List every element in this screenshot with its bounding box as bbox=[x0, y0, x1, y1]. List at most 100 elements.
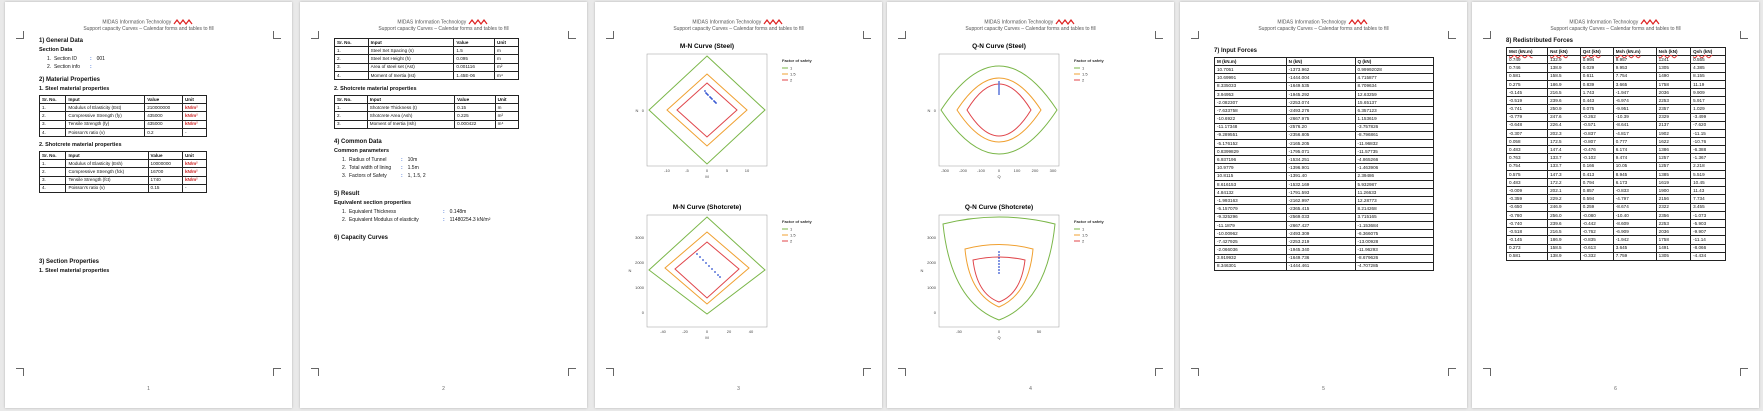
page-1: MIDAS Information Technology Support cap… bbox=[5, 2, 292, 408]
table-cell: 0.483 bbox=[1505, 177, 1549, 188]
table-row: 0.749 132.9 0.994 9.957 1241 0.555 bbox=[1505, 55, 1726, 65]
table-cell: 3.455 bbox=[1690, 202, 1726, 212]
table-cell: 2036 bbox=[1655, 87, 1692, 98]
table-cell: 10.9779 bbox=[1214, 163, 1287, 173]
svg-text:Factor of safety: Factor of safety bbox=[1074, 58, 1105, 63]
svg-text:1.5: 1.5 bbox=[790, 233, 796, 238]
table-cell: -0.650 bbox=[1505, 202, 1549, 212]
table-row: -0.359 229.2 0.594 -4.797 2156 7.734 bbox=[1505, 194, 1726, 204]
table-row: -5.176152 -2165.205 -11.96832 bbox=[1214, 138, 1434, 149]
table-cell: -2.066036 bbox=[1214, 245, 1287, 255]
table-cell: 239.6 bbox=[1547, 96, 1581, 106]
table-cell: 0.581 bbox=[1505, 71, 1549, 81]
table-cell: -2253.074 bbox=[1285, 97, 1356, 108]
svg-text:1000: 1000 bbox=[635, 285, 645, 290]
table-cell: 0.746 bbox=[1505, 63, 1549, 73]
table-row: -0.145 186.9 -0.835 -1.942 1758 -11.14 bbox=[1505, 235, 1726, 245]
table-row: 3. Tensile Strength (fct) 1740 kN/m² bbox=[38, 175, 208, 185]
table-cell: -0.780 bbox=[1505, 210, 1549, 220]
table-row: -10.00962 -2493.309 -6.366075 bbox=[1214, 228, 1434, 239]
table-cell: -1.463906 bbox=[1354, 163, 1434, 173]
table-cell: -0.442 bbox=[1579, 218, 1614, 229]
table-cell: 1.029 bbox=[1690, 104, 1726, 114]
table-cell: 8.346301 bbox=[1214, 261, 1287, 271]
table-cell: 132.9 bbox=[1547, 55, 1581, 65]
table-row: 0.581 138.9 -0.332 7.759 1305 -4.434 bbox=[1505, 251, 1726, 261]
table-cell: 226.4 bbox=[1547, 120, 1581, 130]
svg-text:-20: -20 bbox=[682, 329, 689, 334]
table-row: -0.741 250.9 0.075 -9.951 2357 1.029 bbox=[1505, 104, 1726, 114]
chart-legend: Factor of safety 1 1.5 2 bbox=[782, 58, 813, 83]
table-cell: 9.953 bbox=[1612, 63, 1657, 73]
table-row: -9.289551 -2356.805 -8.796861 bbox=[1214, 130, 1434, 140]
table-cell: 8.945 bbox=[1612, 169, 1657, 180]
curve-fs1 bbox=[648, 55, 766, 165]
table-row: -0.648 226.4 -0.571 -8.641 2137 -7.620 bbox=[1505, 120, 1726, 130]
table-row: 4. Moment of Inertia (Ist) 1.45E-06 m⁴ bbox=[334, 70, 519, 80]
table-cell: 0.857 bbox=[1579, 186, 1614, 196]
subsection-heading: 1. Steel material properties bbox=[39, 86, 110, 92]
table-row: 1. Steel Set Spacing (s) 1.5 m bbox=[334, 46, 519, 56]
table-cell: 1257 bbox=[1655, 161, 1692, 171]
table-cell: 2253 bbox=[1655, 218, 1692, 229]
svg-text:1.5: 1.5 bbox=[790, 72, 796, 77]
table-cell: 138.9 bbox=[1547, 63, 1581, 73]
table-cell: -9.325296 bbox=[1214, 212, 1287, 222]
curve-fs2 bbox=[972, 256, 1026, 303]
chart-legend: Factor of safety 1 1.5 2 bbox=[1074, 219, 1105, 244]
table-cell: -11.17348 bbox=[1214, 122, 1287, 132]
page-3: MIDAS Information Technology Support cap… bbox=[595, 2, 882, 408]
table-cell: 172.5 bbox=[1547, 137, 1581, 147]
table-cell: 250.9 bbox=[1547, 104, 1581, 114]
table-cell: -2667.427 bbox=[1285, 220, 1356, 230]
table-cell: 4.385 bbox=[1690, 63, 1726, 73]
table-cell: 0.8399829 bbox=[1214, 147, 1287, 157]
table-row: 0.581 158.5 0.611 7.754 1490 8.155 bbox=[1505, 71, 1726, 81]
table-cell: 0.273 bbox=[1505, 243, 1549, 253]
table-cell: 7.759 bbox=[1612, 251, 1657, 261]
svg-text:200: 200 bbox=[1032, 168, 1039, 173]
table-cell: 11.43 bbox=[1690, 186, 1726, 196]
table-cell: -11.96293 bbox=[1354, 245, 1434, 255]
midas-logo-icon bbox=[173, 19, 193, 25]
svg-text:-40: -40 bbox=[660, 329, 667, 334]
table-cell: -0.307 bbox=[1505, 128, 1549, 139]
table-row: 1. Shotcrete Thickness (t) 0.15 m bbox=[334, 103, 520, 113]
table-row: 2. Compressive Strength (fy) 435000 kN/m² bbox=[38, 111, 208, 121]
svg-text:0: 0 bbox=[642, 310, 645, 315]
table-cell: 12.28773 bbox=[1354, 196, 1434, 206]
svg-text:1: 1 bbox=[790, 227, 793, 232]
table-cell: -1444.461 bbox=[1285, 261, 1356, 271]
table-cell: -2162.997 bbox=[1285, 196, 1356, 206]
table-cell: -0.332 bbox=[1579, 251, 1614, 261]
midas-logo-icon bbox=[1055, 19, 1075, 25]
svg-text:Q: Q bbox=[997, 335, 1000, 340]
page-5: MIDAS Information Technology Support cap… bbox=[1180, 2, 1467, 408]
curve-fs2 bbox=[966, 83, 1032, 137]
page-4: MIDAS Information Technology Support cap… bbox=[887, 2, 1174, 408]
svg-text:Factor of safety: Factor of safety bbox=[782, 219, 813, 224]
table-cell: -0.807 bbox=[1579, 137, 1614, 147]
table-cell: 2137 bbox=[1655, 120, 1692, 130]
table-cell: 2322 bbox=[1655, 202, 1692, 212]
table-cell: -1945.340 bbox=[1285, 245, 1356, 255]
table-cell: -0.740 bbox=[1505, 218, 1549, 229]
table-cell: 2.39486 bbox=[1354, 171, 1434, 181]
table-cell: -0.145 bbox=[1505, 235, 1549, 245]
table-cell: 10.05 bbox=[1612, 161, 1657, 171]
table-row: 2. Shotcrete Area (Ash) 0.225 m² bbox=[334, 111, 520, 121]
svg-text:0: 0 bbox=[998, 329, 1001, 334]
table-cell: 7.754 bbox=[1612, 71, 1657, 81]
section-heading: 3) Section Properties bbox=[39, 258, 100, 265]
curve-fs1 bbox=[648, 216, 766, 315]
svg-text:-100: -100 bbox=[977, 168, 986, 173]
table-cell: -0.779 bbox=[1505, 112, 1549, 122]
curve-fs2 bbox=[676, 82, 738, 138]
page-number: 2 bbox=[442, 386, 445, 392]
table-row: 10.69991 -1444.004 4.715877 bbox=[1214, 73, 1434, 83]
table-cell: -2493.309 bbox=[1285, 228, 1356, 239]
table-cell: 0.029 bbox=[1579, 63, 1614, 73]
page-2: MIDAS Information Technology Support cap… bbox=[300, 2, 587, 408]
table-cell: -0.571 bbox=[1579, 120, 1614, 130]
table-cell: -9.907 bbox=[1690, 227, 1726, 237]
